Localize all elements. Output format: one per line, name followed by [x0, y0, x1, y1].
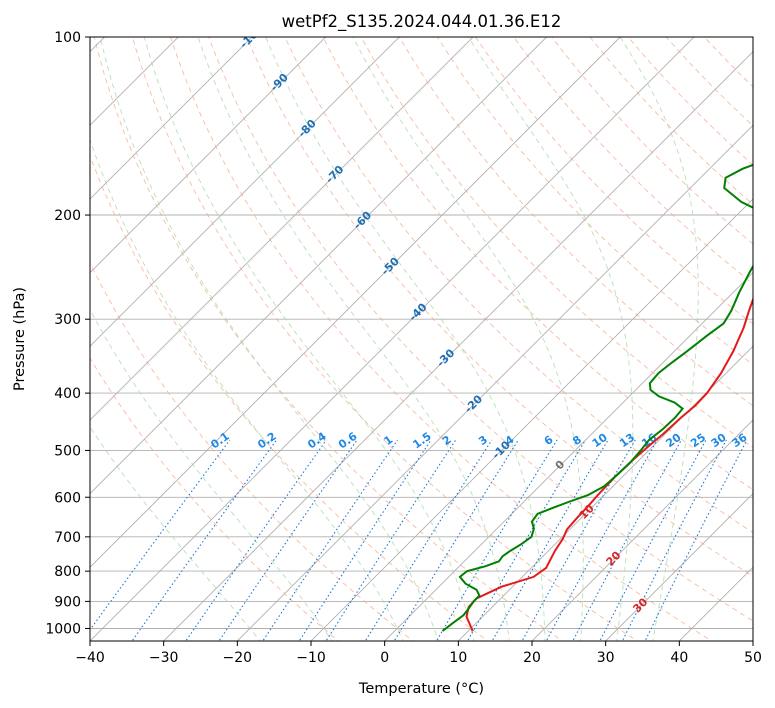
- moist-adiabat-line: [90, 308, 333, 641]
- x-tick-label: −20: [223, 650, 253, 666]
- isotherm-line: [236, 124, 753, 641]
- dry-adiabat-line: [170, 37, 713, 641]
- moist-adiabat-line: [467, 37, 634, 641]
- y-tick-label: 500: [54, 443, 81, 459]
- x-tick-label: 0: [380, 650, 389, 666]
- x-tick-label: −10: [296, 650, 326, 666]
- x-axis: −40 −30 −20 −10 0 10 20 30 40 50: [75, 641, 762, 666]
- mixing-ratio-line: [131, 439, 278, 641]
- mixing-ratio-line: [491, 439, 609, 641]
- mixing-ratio-line: [545, 439, 658, 641]
- x-tick-label: 20: [523, 650, 541, 666]
- mixing-ratio-line: [262, 439, 399, 641]
- mixing-ratio-line: [298, 439, 432, 641]
- mixing-ratio-line: [364, 439, 493, 641]
- isotherm-line: [90, 37, 327, 274]
- x-tick-label: 50: [744, 650, 762, 666]
- moist-adiabat-line: [352, 37, 584, 641]
- dry-adiabat-line: [93, 37, 564, 641]
- y-tick-label: 900: [54, 594, 81, 610]
- isotherm-line: [90, 37, 253, 200]
- mixing-ratio-line: [599, 439, 707, 641]
- isotherm-line: [457, 345, 753, 641]
- background-line-layer: [90, 37, 753, 641]
- plot-frame: [89, 36, 754, 642]
- moist-adiabat-line: [90, 426, 261, 641]
- isotherm-line: [90, 37, 695, 641]
- mixing-ratio-line: [325, 439, 457, 641]
- y-tick-label: 400: [54, 386, 81, 402]
- chart-title: wetPf2_S135.2024.044.01.36.E12: [282, 12, 562, 32]
- y-tick-label: 200: [54, 208, 81, 224]
- x-tick-label: 40: [670, 650, 688, 666]
- dry-adiabat-line: [398, 37, 753, 407]
- x-axis-label: Temperature (°C): [358, 681, 484, 697]
- mixing-ratio-line: [435, 439, 558, 641]
- y-axis-label: Pressure (hPa): [12, 287, 28, 391]
- y-tick-label: 600: [54, 490, 81, 506]
- x-tick-label: 30: [597, 650, 615, 666]
- mixing-ratio-line: [393, 439, 519, 641]
- x-tick-label: −30: [149, 650, 179, 666]
- y-axis: 100 200 300 400 500 600 700 800 900 1000: [45, 30, 90, 637]
- dry-adiabat-line: [475, 37, 753, 325]
- dry-adiabat-line: [131, 37, 638, 641]
- y-tick-label: 700: [54, 530, 81, 546]
- moist-adiabat-line: [265, 37, 546, 641]
- dry-adiabat-line: [360, 37, 753, 449]
- y-tick-label: 100: [54, 30, 81, 46]
- dry-adiabat-line: [284, 37, 753, 534]
- temperature-profile-line: [465, 296, 753, 632]
- mixing-ratio-line: [572, 439, 682, 641]
- moist-adiabat-line: [197, 37, 510, 641]
- isotherm-line: [383, 271, 753, 641]
- dry-adiabat-line: [90, 357, 339, 641]
- isotherm-line: [90, 37, 474, 421]
- mixing-ratio-line: [466, 439, 586, 641]
- x-tick-label: −40: [75, 650, 105, 666]
- profile-layer: [441, 163, 753, 632]
- moist-adiabat-line: [99, 37, 439, 641]
- dry-adiabat-line: [90, 154, 489, 641]
- dry-adiabat-line: [322, 37, 753, 491]
- y-tick-label: 800: [54, 564, 81, 580]
- y-tick-label: 300: [54, 312, 81, 328]
- y-tick-label: 1000: [45, 621, 81, 637]
- dry-adiabat-line: [246, 37, 753, 577]
- isotherm-line: [90, 37, 548, 495]
- isotherm-line: [162, 50, 753, 641]
- dry-adiabat-line: [90, 262, 414, 641]
- x-tick-label: 10: [449, 650, 467, 666]
- isotherm-line: [90, 37, 621, 568]
- isotherm-line: [531, 419, 753, 641]
- isotherm-line: [310, 198, 753, 641]
- isotherm-line: [604, 492, 753, 641]
- dewpoint-profile-line: [441, 163, 753, 632]
- dry-adiabat-line: [208, 37, 753, 622]
- moist-adiabat-line: [90, 138, 404, 641]
